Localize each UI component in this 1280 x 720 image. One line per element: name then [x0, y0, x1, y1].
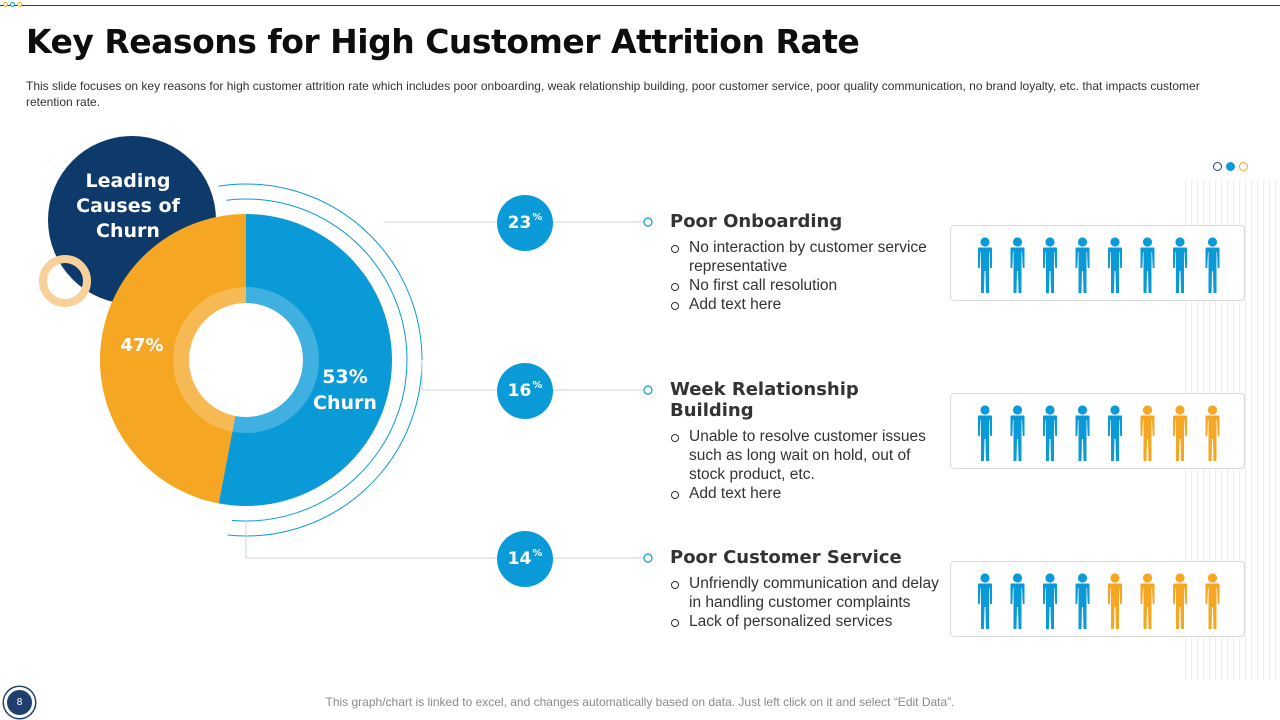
person-icon	[1205, 237, 1220, 293]
decor-ring	[39, 255, 91, 307]
connector-end-dot-3	[643, 553, 653, 563]
slice-label-churn-value: 53%	[322, 366, 367, 388]
person-icon	[1205, 405, 1220, 461]
person-icon	[1010, 573, 1025, 629]
person-icon	[1010, 405, 1025, 461]
decor-arc-outer	[218, 183, 423, 537]
person-icon	[1043, 573, 1057, 629]
person-icon	[978, 237, 992, 293]
footer-note: This graph/chart is linked to excel, and…	[325, 695, 955, 709]
reason-title: Week Relationship Building	[670, 379, 859, 421]
connector-line-2	[421, 360, 497, 391]
percent-sign-2: %	[532, 379, 543, 391]
reason-bullet: No first call resolution	[670, 276, 940, 295]
reason-bullet: Unable to resolve customer issues such a…	[670, 427, 940, 484]
people-card-1	[950, 225, 1245, 301]
people-row-1	[978, 237, 1220, 293]
reason-bullet: Unfriendly communication and delay in ha…	[670, 574, 940, 612]
reason-bullet: Lack of personalized services	[670, 612, 940, 631]
reason-bullet: Add text here	[670, 484, 940, 503]
people-row-2	[978, 405, 1220, 461]
person-icon	[1173, 237, 1187, 293]
top-rule	[0, 5, 1280, 6]
person-icon	[1205, 573, 1220, 629]
reason-title: Poor Onboarding	[670, 211, 843, 232]
person-icon	[1043, 237, 1057, 293]
slice-label-churn-name: Churn	[313, 392, 377, 414]
page-title: Key Reasons for High Customer Attrition …	[26, 22, 860, 61]
chart-title-line-1: Leading	[85, 170, 170, 192]
page-subtitle: This slide focuses on key reasons for hi…	[26, 79, 1200, 109]
page-number-badge: 8	[4, 687, 35, 718]
people-row-3	[978, 573, 1220, 629]
percent-sign-1: %	[532, 211, 543, 223]
person-icon	[1010, 237, 1025, 293]
people-card-2	[950, 393, 1245, 469]
chart-title-line-2: Causes of	[76, 195, 180, 217]
percent-value-2: 16	[507, 381, 532, 401]
people-card-3	[950, 561, 1245, 637]
reason-block-3: Poor Customer Service Unfriendly communi…	[670, 547, 940, 631]
person-icon	[1108, 237, 1122, 293]
percent-value-1: 23	[507, 213, 532, 233]
top-decor-dots	[3, 2, 22, 7]
person-icon	[1108, 573, 1122, 629]
percent-sign-3: %	[532, 547, 543, 559]
person-icon	[1075, 573, 1090, 629]
reason-bullet: Add text here	[670, 295, 940, 314]
percent-bubble-3: 14%	[497, 531, 553, 587]
person-icon	[1140, 573, 1155, 629]
donut-hole	[189, 303, 303, 417]
person-icon	[1173, 405, 1187, 461]
connector-end-dot-2	[643, 385, 653, 395]
person-icon	[978, 573, 992, 629]
connector-line-3	[245, 520, 497, 559]
reason-bullet: No interaction by customer service repre…	[670, 238, 940, 276]
donut-slice-churn	[218, 214, 392, 506]
person-icon	[1140, 237, 1155, 293]
slice-label-other-value: 47%	[120, 335, 163, 356]
percent-bubble-2: 16%	[497, 363, 553, 419]
donut-slice-other	[99, 214, 246, 504]
person-icon	[1043, 405, 1057, 461]
person-icon	[1075, 405, 1090, 461]
person-icon	[1075, 237, 1090, 293]
person-icon	[1140, 405, 1155, 461]
person-icon	[978, 405, 992, 461]
reason-block-1: Poor Onboarding No interaction by custom…	[670, 211, 940, 314]
percent-value-3: 14	[507, 549, 532, 569]
reason-title: Poor Customer Service	[670, 547, 902, 568]
decor-arc-inner	[226, 198, 408, 522]
person-icon	[1108, 405, 1122, 461]
chart-title-line-3: Churn	[96, 220, 160, 242]
percent-bubble-1: 23%	[497, 195, 553, 251]
reason-block-2: Week Relationship Building Unable to res…	[670, 379, 940, 503]
connector-end-dot-1	[643, 217, 653, 227]
slide-pager-dots	[1213, 162, 1248, 171]
person-icon	[1173, 573, 1187, 629]
